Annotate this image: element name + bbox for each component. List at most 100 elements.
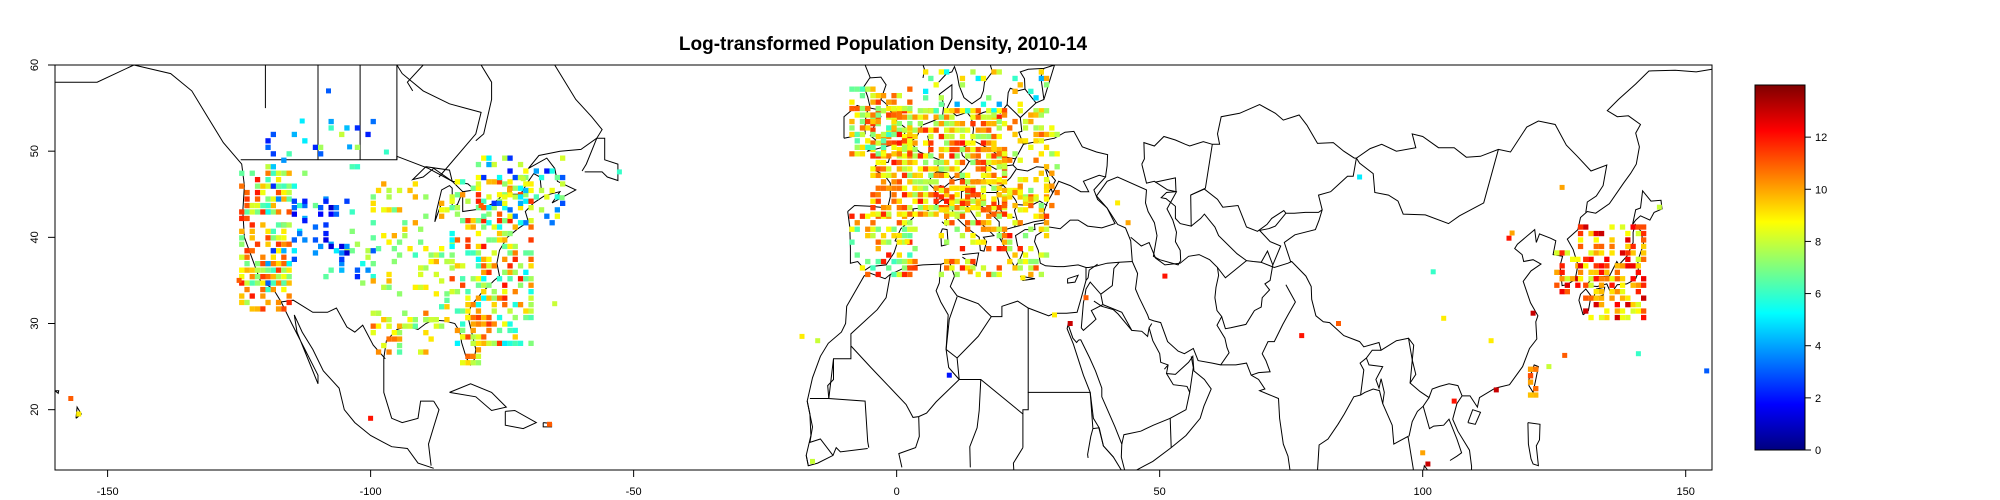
- density-cell: [1001, 108, 1008, 114]
- density-cell: [954, 213, 960, 219]
- density-cell: [891, 172, 897, 178]
- density-cell: [1001, 239, 1008, 245]
- density-cell: [470, 224, 476, 230]
- density-cell: [891, 179, 897, 185]
- density-cell: [254, 183, 261, 189]
- density-cell: [523, 308, 529, 314]
- y-tick-label: 30: [29, 317, 41, 329]
- density-cell: [928, 146, 934, 153]
- density-cell: [928, 166, 934, 172]
- density-cell: [896, 121, 902, 127]
- density-cell: [491, 340, 497, 346]
- density-cell: [481, 276, 487, 282]
- density-cell: [854, 105, 860, 112]
- boundary-line: [1130, 236, 1230, 366]
- density-cell: [1012, 220, 1018, 226]
- density-cell: [312, 202, 319, 209]
- density-cell: [959, 179, 966, 185]
- density-cell: [239, 274, 245, 280]
- density-cell: [1012, 189, 1018, 196]
- density-cell: [949, 211, 955, 217]
- density-cell: [502, 321, 508, 327]
- density-cell: [859, 213, 866, 219]
- density-cell: [1593, 295, 1599, 301]
- density-cell: [959, 213, 966, 219]
- density-point: [507, 187, 512, 193]
- density-cell: [470, 340, 476, 346]
- density-cell: [865, 138, 871, 144]
- density-cell: [333, 211, 340, 217]
- density-cell: [980, 127, 987, 133]
- density-cell: [1012, 131, 1018, 138]
- density-cell: [886, 226, 892, 232]
- density-cell: [281, 248, 287, 254]
- density-cell: [512, 334, 518, 340]
- density-cell: [396, 349, 403, 355]
- density-cell: [907, 271, 913, 278]
- density-cell: [896, 112, 902, 118]
- density-cell: [254, 267, 261, 273]
- density-cell: [281, 196, 287, 202]
- density-cell: [1583, 295, 1589, 301]
- density-cell: [428, 336, 434, 342]
- density-cell: [444, 297, 450, 303]
- density-cell: [901, 205, 908, 211]
- density-cell: [281, 286, 287, 293]
- density-cell: [370, 207, 376, 213]
- density-cell: [528, 218, 534, 224]
- colorbar-legend: 0 2 4 6 8 10 12: [1754, 84, 1827, 457]
- density-cell: [1028, 118, 1034, 125]
- density-cell: [1577, 237, 1584, 243]
- density-cell: [512, 243, 518, 250]
- boundary-line: [1066, 322, 1122, 470]
- density-cell: [944, 258, 950, 265]
- density-cell: [896, 131, 902, 138]
- density-cell: [1038, 170, 1044, 176]
- density-cell: [975, 179, 981, 185]
- density-cell: [444, 207, 450, 213]
- density-cell: [370, 235, 376, 241]
- density-cell: [528, 250, 534, 256]
- density-cell: [507, 218, 513, 224]
- density-cell: [465, 295, 471, 301]
- density-cell: [970, 220, 976, 226]
- density-point: [76, 411, 82, 417]
- density-cell: [270, 274, 276, 280]
- density-cell: [528, 256, 534, 262]
- density-cell: [1007, 239, 1013, 245]
- density-cell: [1630, 243, 1636, 250]
- density-cell: [439, 304, 445, 310]
- density-cell: [465, 289, 471, 295]
- density-cell: [375, 246, 382, 252]
- density-cell: [1028, 258, 1034, 265]
- density-cell: [281, 274, 287, 280]
- density-cell: [412, 252, 418, 258]
- density-cell: [991, 172, 997, 178]
- density-cell: [965, 172, 971, 178]
- density-point: [1635, 351, 1641, 357]
- density-cell: [1625, 230, 1631, 237]
- density-cell: [481, 174, 487, 181]
- density-cell: [465, 334, 471, 340]
- density-cell: [949, 179, 955, 185]
- density-cell: [275, 209, 282, 215]
- density-cell: [302, 138, 308, 144]
- density-cell: [912, 153, 918, 159]
- boundary-line: [1121, 417, 1171, 445]
- density-cell: [912, 179, 918, 185]
- density-cell: [1635, 308, 1641, 314]
- density-cell: [360, 280, 366, 286]
- density-cell: [454, 340, 461, 346]
- density-cell: [239, 209, 245, 215]
- density-cell: [886, 112, 892, 118]
- density-cell: [949, 258, 955, 265]
- density-cell: [465, 198, 471, 204]
- density-cell: [875, 93, 881, 99]
- density-cell: [423, 317, 429, 323]
- density-cell: [1570, 256, 1576, 262]
- boundary-line: [55, 65, 434, 469]
- density-cell: [544, 168, 550, 174]
- density-cell: [297, 230, 303, 237]
- density-cell: [933, 205, 939, 211]
- density-cell: [1022, 200, 1029, 206]
